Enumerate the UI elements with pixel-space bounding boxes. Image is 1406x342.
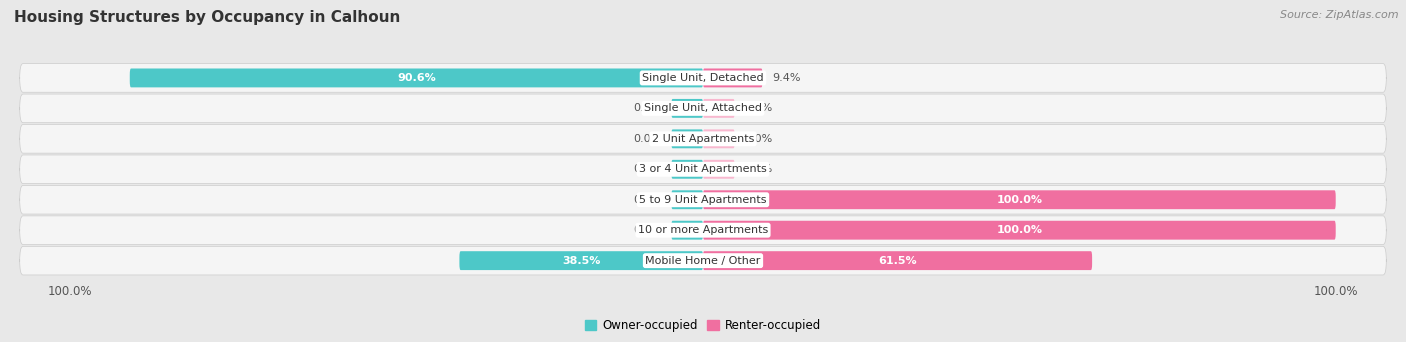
- Text: 0.0%: 0.0%: [634, 164, 662, 174]
- FancyBboxPatch shape: [20, 64, 1386, 92]
- Text: Single Unit, Detached: Single Unit, Detached: [643, 73, 763, 83]
- Text: 0.0%: 0.0%: [744, 134, 772, 144]
- FancyBboxPatch shape: [703, 190, 1336, 209]
- Text: 0.0%: 0.0%: [634, 134, 662, 144]
- FancyBboxPatch shape: [20, 155, 1386, 184]
- Text: 38.5%: 38.5%: [562, 256, 600, 266]
- Text: Source: ZipAtlas.com: Source: ZipAtlas.com: [1281, 10, 1399, 20]
- Text: 0.0%: 0.0%: [634, 195, 662, 205]
- FancyBboxPatch shape: [672, 221, 703, 240]
- FancyBboxPatch shape: [20, 216, 1386, 245]
- FancyBboxPatch shape: [672, 99, 703, 118]
- Text: 0.0%: 0.0%: [744, 164, 772, 174]
- Text: 100.0%: 100.0%: [997, 225, 1042, 235]
- FancyBboxPatch shape: [703, 68, 762, 87]
- Text: 61.5%: 61.5%: [879, 256, 917, 266]
- Text: 3 or 4 Unit Apartments: 3 or 4 Unit Apartments: [640, 164, 766, 174]
- Text: 10 or more Apartments: 10 or more Apartments: [638, 225, 768, 235]
- Text: Housing Structures by Occupancy in Calhoun: Housing Structures by Occupancy in Calho…: [14, 10, 401, 25]
- Text: Mobile Home / Other: Mobile Home / Other: [645, 256, 761, 266]
- FancyBboxPatch shape: [20, 185, 1386, 214]
- FancyBboxPatch shape: [129, 68, 703, 87]
- FancyBboxPatch shape: [20, 124, 1386, 153]
- Text: 9.4%: 9.4%: [772, 73, 800, 83]
- FancyBboxPatch shape: [703, 221, 1336, 240]
- FancyBboxPatch shape: [460, 251, 703, 270]
- Text: 0.0%: 0.0%: [634, 225, 662, 235]
- Text: 0.0%: 0.0%: [744, 103, 772, 114]
- Text: 5 to 9 Unit Apartments: 5 to 9 Unit Apartments: [640, 195, 766, 205]
- Text: 2 Unit Apartments: 2 Unit Apartments: [652, 134, 754, 144]
- Legend: Owner-occupied, Renter-occupied: Owner-occupied, Renter-occupied: [579, 314, 827, 337]
- Text: 100.0%: 100.0%: [997, 195, 1042, 205]
- Text: 0.0%: 0.0%: [634, 103, 662, 114]
- Text: 90.6%: 90.6%: [396, 73, 436, 83]
- FancyBboxPatch shape: [20, 94, 1386, 123]
- FancyBboxPatch shape: [672, 160, 703, 179]
- Text: Single Unit, Attached: Single Unit, Attached: [644, 103, 762, 114]
- FancyBboxPatch shape: [672, 190, 703, 209]
- FancyBboxPatch shape: [672, 129, 703, 148]
- FancyBboxPatch shape: [20, 246, 1386, 275]
- FancyBboxPatch shape: [703, 160, 734, 179]
- FancyBboxPatch shape: [703, 129, 734, 148]
- FancyBboxPatch shape: [703, 251, 1092, 270]
- FancyBboxPatch shape: [703, 99, 734, 118]
